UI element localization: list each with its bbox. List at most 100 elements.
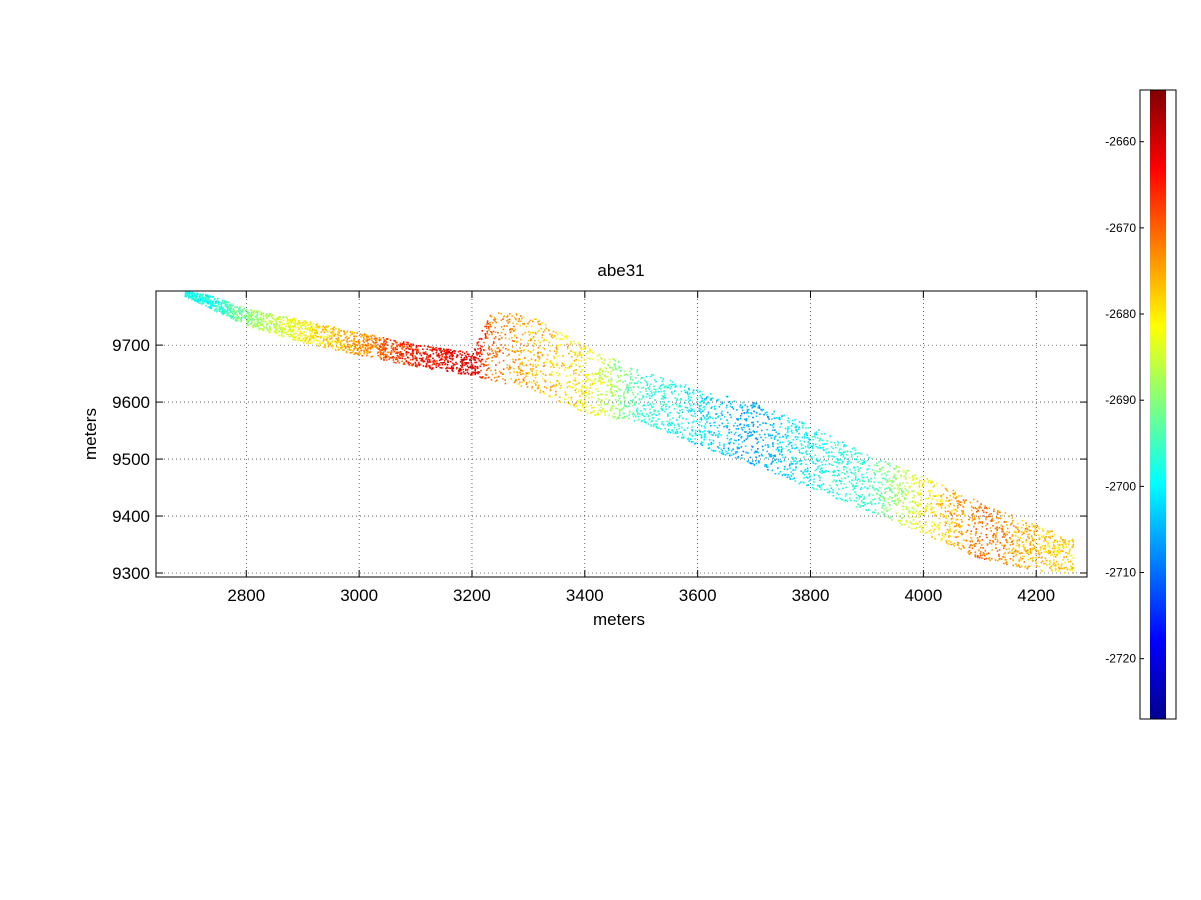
data-point [236,314,239,316]
data-point [611,367,613,369]
data-point [516,371,518,373]
data-point [741,407,743,409]
data-point [954,508,957,511]
data-point [275,323,278,326]
data-point [444,356,446,358]
data-point [762,422,764,424]
data-point [778,418,780,420]
data-point [879,486,881,489]
data-point [713,450,716,452]
data-point [555,393,557,396]
data-point [311,331,314,333]
data-point [804,446,807,448]
data-point [838,461,841,464]
data-point [972,498,975,501]
data-point [312,337,315,339]
data-point [880,492,883,495]
data-point [258,310,261,313]
data-point [904,498,907,500]
data-point [555,352,557,355]
data-point [1072,544,1074,547]
data-point [221,300,224,302]
data-point [674,386,677,388]
data-point [558,367,561,369]
data-point [365,345,368,348]
data-point [268,327,271,329]
data-point [918,494,921,496]
data-point [1029,544,1032,546]
data-point [610,388,612,391]
data-point [642,396,644,399]
data-point [655,391,657,393]
data-point [918,482,921,485]
data-point [745,438,748,440]
data-point [412,343,414,346]
data-point [463,352,466,355]
data-point [532,337,534,339]
data-point [640,398,643,400]
data-point [731,406,733,408]
data-point [498,375,500,378]
data-point [893,487,896,490]
data-point [317,336,319,338]
data-point [754,402,757,405]
data-point [246,312,248,315]
data-point [333,335,335,337]
data-point [668,428,670,431]
data-point [884,492,886,494]
data-point [661,380,664,383]
data-point [679,431,682,433]
data-point [820,484,823,486]
data-point [535,384,537,386]
data-point [662,404,665,407]
data-point [836,440,839,443]
data-point [893,502,895,505]
data-point [488,347,490,349]
data-point [301,322,304,324]
data-point [678,412,680,415]
data-point [1010,552,1013,555]
data-point [260,313,263,315]
data-point [718,432,721,435]
data-point [441,355,444,358]
data-point [460,372,463,374]
data-point [986,516,989,518]
data-point [800,452,803,454]
data-point [726,426,728,429]
data-point [700,404,703,407]
data-point [427,345,429,348]
data-point [1072,543,1075,546]
data-point [487,327,490,329]
data-point [1049,546,1051,549]
data-point [537,352,539,355]
data-point [723,447,725,450]
data-point [733,424,735,427]
data-point [491,356,494,359]
data-point [386,338,389,340]
data-point [1008,547,1010,550]
data-point [439,347,441,350]
data-point [663,386,665,389]
data-point [638,402,640,405]
data-point [379,357,382,359]
data-point [756,426,759,428]
data-point [232,317,235,320]
data-point [405,343,408,346]
data-point [712,442,714,445]
data-point [256,318,258,321]
data-point [764,422,767,424]
data-point [651,417,654,419]
data-point [265,314,268,316]
data-point [749,462,752,464]
data-point [790,429,793,432]
data-point [698,429,701,432]
data-point [289,328,291,330]
data-point [308,324,310,326]
data-point [438,359,441,362]
data-point [855,497,858,499]
data-point [802,452,804,455]
data-point [875,487,877,490]
data-point [996,528,999,530]
data-point [816,459,818,461]
data-point [757,451,759,454]
